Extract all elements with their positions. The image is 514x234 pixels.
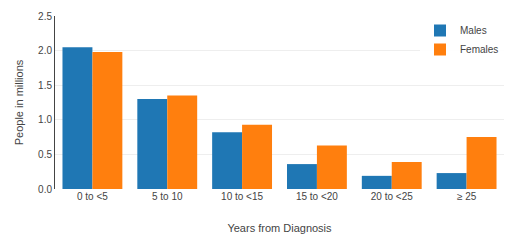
svg-text:People in millions: People in millions [13,59,25,145]
svg-text:0.5: 0.5 [38,149,52,160]
svg-text:20 to <25: 20 to <25 [371,191,413,202]
svg-text:15 to <20: 15 to <20 [296,191,338,202]
svg-text:≥ 25: ≥ 25 [457,191,477,202]
svg-text:2.5: 2.5 [38,11,52,22]
svg-text:1.0: 1.0 [38,114,52,125]
svg-text:2.0: 2.0 [38,45,52,56]
svg-text:Females: Females [460,44,498,55]
svg-text:Males: Males [460,25,487,36]
svg-text:10 to <15: 10 to <15 [221,191,263,202]
svg-text:0 to <5: 0 to <5 [77,191,108,202]
svg-text:0.0: 0.0 [38,184,52,195]
svg-text:Years from Diagnosis: Years from Diagnosis [227,222,332,234]
svg-text:1.5: 1.5 [38,80,52,91]
svg-text:5 to 10: 5 to 10 [152,191,183,202]
